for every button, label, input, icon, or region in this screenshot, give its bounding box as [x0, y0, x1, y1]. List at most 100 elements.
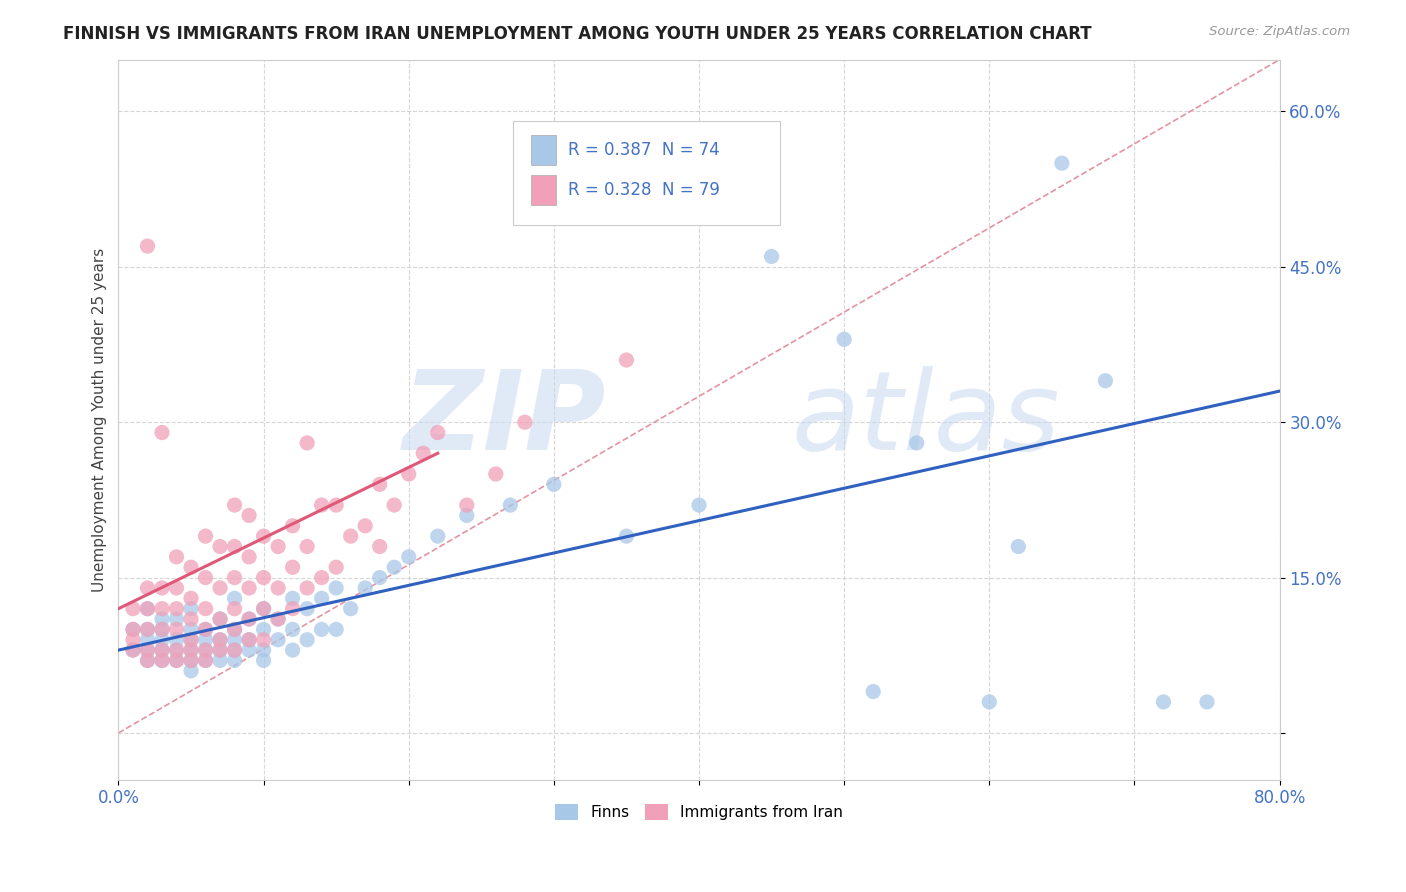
Point [1152, 695, 1174, 709]
Point [136, 643, 159, 657]
Point [224, 623, 246, 637]
Point [238, 612, 260, 626]
Point [862, 684, 884, 698]
Point [252, 601, 274, 615]
Point [136, 601, 159, 615]
Point [209, 632, 232, 647]
Point [122, 643, 145, 657]
Point [456, 508, 478, 523]
Point [426, 425, 449, 440]
Point [616, 353, 638, 368]
Point [150, 643, 173, 657]
Point [150, 643, 173, 657]
Point [761, 249, 783, 263]
Point [150, 653, 173, 667]
Point [281, 560, 304, 574]
Point [166, 643, 188, 657]
Point [412, 446, 434, 460]
Point [166, 623, 188, 637]
Point [368, 477, 391, 491]
Point [267, 612, 290, 626]
Point [281, 518, 304, 533]
Point [194, 643, 217, 657]
Point [224, 540, 246, 554]
Point [150, 623, 173, 637]
Point [122, 632, 145, 647]
Point [150, 581, 173, 595]
Point [1007, 540, 1029, 554]
Point [209, 612, 232, 626]
Point [238, 632, 260, 647]
Point [136, 653, 159, 667]
Point [281, 591, 304, 606]
Point [398, 467, 420, 481]
Point [267, 632, 290, 647]
Point [224, 623, 246, 637]
Point [194, 529, 217, 543]
Point [122, 623, 145, 637]
Point [224, 571, 246, 585]
Point [499, 498, 522, 512]
Point [238, 581, 260, 595]
Point [281, 601, 304, 615]
Point [122, 643, 145, 657]
Point [209, 540, 232, 554]
Point [339, 601, 361, 615]
Point [180, 601, 202, 615]
Point [150, 623, 173, 637]
Point [224, 601, 246, 615]
Point [295, 601, 318, 615]
Point [354, 581, 377, 595]
FancyBboxPatch shape [513, 120, 780, 225]
Point [382, 560, 405, 574]
Text: FINNISH VS IMMIGRANTS FROM IRAN UNEMPLOYMENT AMONG YOUTH UNDER 25 YEARS CORRELAT: FINNISH VS IMMIGRANTS FROM IRAN UNEMPLOY… [63, 25, 1092, 43]
Point [150, 601, 173, 615]
Point [325, 560, 347, 574]
Point [267, 612, 290, 626]
Point [136, 632, 159, 647]
Point [238, 508, 260, 523]
Point [281, 643, 304, 657]
Point [136, 601, 159, 615]
Point [180, 653, 202, 667]
Point [311, 623, 333, 637]
Point [252, 529, 274, 543]
Point [616, 529, 638, 543]
Point [166, 653, 188, 667]
Point [180, 560, 202, 574]
Point [224, 643, 246, 657]
Point [311, 591, 333, 606]
FancyBboxPatch shape [530, 136, 557, 165]
Point [398, 549, 420, 564]
Point [281, 623, 304, 637]
Point [194, 653, 217, 667]
FancyBboxPatch shape [530, 175, 557, 205]
Point [238, 612, 260, 626]
Point [295, 632, 318, 647]
Point [194, 623, 217, 637]
Point [1094, 374, 1116, 388]
Point [252, 653, 274, 667]
Point [382, 498, 405, 512]
Point [180, 623, 202, 637]
Point [136, 239, 159, 253]
Point [238, 632, 260, 647]
Point [209, 643, 232, 657]
Text: R = 0.387  N = 74: R = 0.387 N = 74 [568, 141, 720, 160]
Point [456, 498, 478, 512]
Point [136, 623, 159, 637]
Point [252, 571, 274, 585]
Point [252, 632, 274, 647]
Point [136, 653, 159, 667]
Point [136, 623, 159, 637]
Text: ZIP: ZIP [402, 366, 606, 473]
Point [194, 632, 217, 647]
Point [905, 436, 928, 450]
Point [311, 571, 333, 585]
Point [339, 529, 361, 543]
Point [194, 643, 217, 657]
Point [209, 643, 232, 657]
Point [166, 653, 188, 667]
Point [166, 581, 188, 595]
Point [295, 581, 318, 595]
